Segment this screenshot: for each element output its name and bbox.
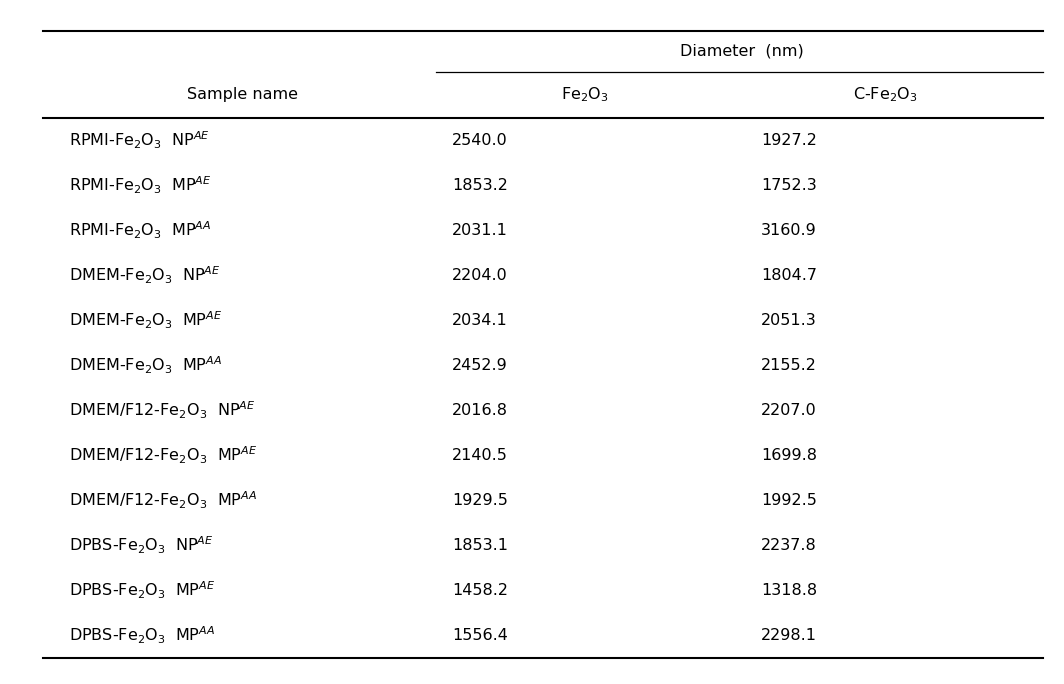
Text: Sample name: Sample name (186, 87, 298, 102)
Text: DMEM/F12-Fe$_2$O$_3$  MP$^{AA}$: DMEM/F12-Fe$_2$O$_3$ MP$^{AA}$ (69, 490, 257, 511)
Text: 1853.1: 1853.1 (452, 538, 509, 553)
Text: 1927.2: 1927.2 (761, 133, 817, 148)
Text: DMEM-Fe$_2$O$_3$  NP$^{AE}$: DMEM-Fe$_2$O$_3$ NP$^{AE}$ (69, 265, 220, 286)
Text: 1556.4: 1556.4 (452, 628, 509, 643)
Text: DMEM/F12-Fe$_2$O$_3$  NP$^{AE}$: DMEM/F12-Fe$_2$O$_3$ NP$^{AE}$ (69, 399, 255, 421)
Text: RPMI-Fe$_2$O$_3$  NP$^{AE}$: RPMI-Fe$_2$O$_3$ NP$^{AE}$ (69, 129, 210, 151)
Text: 2204.0: 2204.0 (452, 267, 508, 282)
Text: 1699.8: 1699.8 (761, 448, 817, 463)
Text: 3160.9: 3160.9 (761, 223, 816, 238)
Text: 2237.8: 2237.8 (761, 538, 816, 553)
Text: 1929.5: 1929.5 (452, 493, 509, 508)
Text: 2207.0: 2207.0 (761, 403, 816, 418)
Text: DMEM/F12-Fe$_2$O$_3$  MP$^{AE}$: DMEM/F12-Fe$_2$O$_3$ MP$^{AE}$ (69, 445, 257, 466)
Text: RPMI-Fe$_2$O$_3$  MP$^{AE}$: RPMI-Fe$_2$O$_3$ MP$^{AE}$ (69, 174, 212, 196)
Text: Fe$_2$O$_3$: Fe$_2$O$_3$ (562, 85, 609, 104)
Text: 2031.1: 2031.1 (452, 223, 509, 238)
Text: 2155.2: 2155.2 (761, 358, 817, 373)
Text: 2051.3: 2051.3 (761, 313, 816, 328)
Text: DMEM-Fe$_2$O$_3$  MP$^{AA}$: DMEM-Fe$_2$O$_3$ MP$^{AA}$ (69, 354, 222, 376)
Text: 2298.1: 2298.1 (761, 628, 817, 643)
Text: DPBS-Fe$_2$O$_3$  MP$^{AA}$: DPBS-Fe$_2$O$_3$ MP$^{AA}$ (69, 624, 215, 646)
Text: DMEM-Fe$_2$O$_3$  MP$^{AE}$: DMEM-Fe$_2$O$_3$ MP$^{AE}$ (69, 310, 222, 331)
Text: 1752.3: 1752.3 (761, 178, 816, 193)
Text: 2452.9: 2452.9 (452, 358, 508, 373)
Text: 1318.8: 1318.8 (761, 583, 817, 598)
Text: 1804.7: 1804.7 (761, 267, 817, 282)
Text: 2140.5: 2140.5 (452, 448, 509, 463)
Text: RPMI-Fe$_2$O$_3$  MP$^{AA}$: RPMI-Fe$_2$O$_3$ MP$^{AA}$ (69, 220, 212, 241)
Text: 2034.1: 2034.1 (452, 313, 508, 328)
Text: 2016.8: 2016.8 (452, 403, 509, 418)
Text: C-Fe$_2$O$_3$: C-Fe$_2$O$_3$ (853, 85, 918, 104)
Text: Diameter  (nm): Diameter (nm) (680, 44, 804, 59)
Text: 1992.5: 1992.5 (761, 493, 817, 508)
Text: 1853.2: 1853.2 (452, 178, 509, 193)
Text: DPBS-Fe$_2$O$_3$  MP$^{AE}$: DPBS-Fe$_2$O$_3$ MP$^{AE}$ (69, 580, 216, 601)
Text: 1458.2: 1458.2 (452, 583, 509, 598)
Text: DPBS-Fe$_2$O$_3$  NP$^{AE}$: DPBS-Fe$_2$O$_3$ NP$^{AE}$ (69, 535, 214, 556)
Text: 2540.0: 2540.0 (452, 133, 508, 148)
